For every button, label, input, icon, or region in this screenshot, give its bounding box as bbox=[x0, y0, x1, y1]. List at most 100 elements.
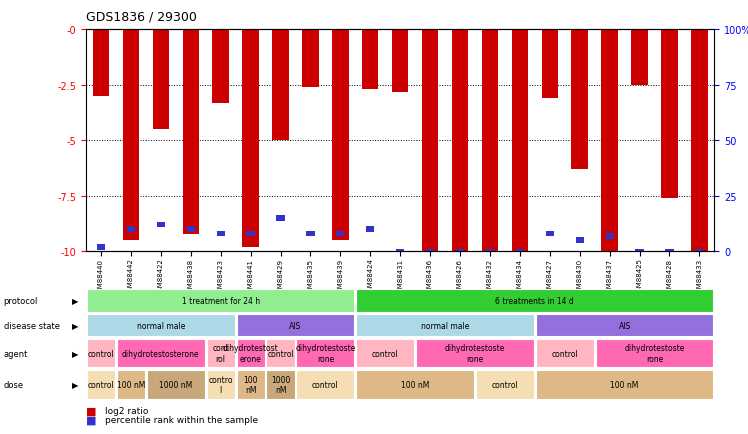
Bar bbox=[356, 315, 534, 337]
Bar bbox=[272, 30, 289, 141]
Text: control: control bbox=[88, 349, 114, 358]
Text: dihydrotestosterone: dihydrotestosterone bbox=[122, 349, 200, 358]
Text: 1000 nM: 1000 nM bbox=[159, 380, 192, 389]
Bar bbox=[156, 222, 165, 228]
Bar bbox=[236, 370, 265, 399]
Text: 100 nM: 100 nM bbox=[610, 380, 639, 389]
Bar bbox=[595, 339, 714, 368]
Bar bbox=[631, 30, 648, 86]
Bar bbox=[545, 231, 554, 237]
Bar bbox=[97, 244, 105, 250]
Text: normal male: normal male bbox=[421, 321, 469, 330]
Text: percentile rank within the sample: percentile rank within the sample bbox=[105, 415, 258, 424]
Bar bbox=[605, 233, 613, 239]
Bar bbox=[183, 30, 199, 234]
Text: control: control bbox=[372, 349, 399, 358]
Text: 100 nM: 100 nM bbox=[117, 380, 145, 389]
Bar bbox=[356, 370, 474, 399]
Text: ▶: ▶ bbox=[72, 297, 79, 306]
Text: agent: agent bbox=[4, 349, 28, 358]
Bar bbox=[542, 30, 558, 99]
Text: ■: ■ bbox=[86, 406, 96, 416]
Bar bbox=[332, 30, 349, 241]
Text: ▶: ▶ bbox=[72, 380, 79, 389]
Bar bbox=[117, 370, 145, 399]
Bar bbox=[296, 370, 355, 399]
Bar bbox=[575, 238, 583, 243]
Bar bbox=[126, 227, 135, 232]
Bar bbox=[601, 30, 618, 252]
Text: dihydrotestoste
rone: dihydrotestoste rone bbox=[295, 344, 355, 363]
Bar bbox=[691, 30, 708, 252]
Text: control: control bbox=[491, 380, 518, 389]
Text: 1000
nM: 1000 nM bbox=[271, 375, 290, 394]
Bar bbox=[665, 249, 673, 254]
Bar bbox=[392, 30, 408, 92]
Text: cont
rol: cont rol bbox=[212, 344, 229, 363]
Bar bbox=[422, 30, 438, 252]
Bar bbox=[87, 339, 115, 368]
Bar bbox=[536, 315, 714, 337]
Bar bbox=[242, 30, 259, 247]
Bar bbox=[336, 231, 344, 237]
Bar bbox=[302, 30, 319, 88]
Bar bbox=[276, 216, 284, 221]
Bar bbox=[416, 339, 534, 368]
Bar bbox=[87, 315, 235, 337]
Text: protocol: protocol bbox=[4, 297, 38, 306]
Bar bbox=[695, 249, 703, 254]
Bar bbox=[515, 249, 524, 254]
Bar bbox=[356, 339, 414, 368]
Bar bbox=[661, 30, 678, 199]
Bar bbox=[147, 370, 205, 399]
Text: AIS: AIS bbox=[619, 321, 631, 330]
Text: dihydrotestost
erone: dihydrotestost erone bbox=[223, 344, 278, 363]
Text: control: control bbox=[312, 380, 339, 389]
Text: AIS: AIS bbox=[289, 321, 301, 330]
Bar bbox=[512, 30, 528, 252]
Bar bbox=[296, 339, 355, 368]
Bar bbox=[236, 315, 355, 337]
Text: 1 treatment for 24 h: 1 treatment for 24 h bbox=[182, 297, 260, 306]
Bar bbox=[87, 370, 115, 399]
Bar bbox=[206, 370, 235, 399]
Bar bbox=[426, 249, 434, 254]
Text: normal male: normal male bbox=[137, 321, 185, 330]
Bar bbox=[635, 249, 643, 254]
Bar bbox=[246, 231, 254, 237]
Bar bbox=[486, 249, 494, 254]
Text: ▶: ▶ bbox=[72, 321, 79, 330]
Bar bbox=[266, 339, 295, 368]
Text: control: control bbox=[551, 349, 578, 358]
Bar bbox=[476, 370, 534, 399]
Bar bbox=[396, 249, 404, 254]
Bar bbox=[536, 370, 714, 399]
Bar bbox=[362, 30, 378, 90]
Text: 100
nM: 100 nM bbox=[243, 375, 258, 394]
Text: GDS1836 / 29300: GDS1836 / 29300 bbox=[86, 11, 197, 24]
Bar bbox=[123, 30, 139, 241]
Bar bbox=[356, 289, 714, 313]
Bar bbox=[153, 30, 169, 130]
Text: dose: dose bbox=[4, 380, 24, 389]
Text: control: control bbox=[267, 349, 294, 358]
Bar bbox=[206, 339, 235, 368]
Bar bbox=[456, 249, 464, 254]
Text: disease state: disease state bbox=[4, 321, 60, 330]
Text: ■: ■ bbox=[86, 415, 96, 424]
Bar bbox=[571, 30, 588, 170]
Text: dihydrotestoste
rone: dihydrotestoste rone bbox=[625, 344, 684, 363]
Bar bbox=[236, 339, 265, 368]
Bar bbox=[482, 30, 498, 252]
Bar bbox=[87, 289, 355, 313]
Text: log2 ratio: log2 ratio bbox=[105, 407, 148, 415]
Bar bbox=[93, 30, 109, 97]
Bar bbox=[212, 30, 229, 103]
Text: 6 treatments in 14 d: 6 treatments in 14 d bbox=[495, 297, 574, 306]
Bar bbox=[452, 30, 468, 252]
Bar bbox=[367, 227, 375, 232]
Text: ▶: ▶ bbox=[72, 349, 79, 358]
Bar bbox=[117, 339, 205, 368]
Bar bbox=[186, 227, 194, 232]
Bar bbox=[217, 231, 224, 237]
